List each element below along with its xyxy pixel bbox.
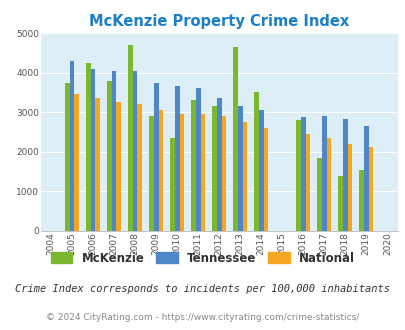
Bar [179,114,184,231]
Bar [149,116,153,231]
Bar [132,71,137,231]
Bar [158,110,163,231]
Bar [233,47,237,231]
Bar [107,81,111,231]
Legend: McKenzie, Tennessee, National: McKenzie, Tennessee, National [46,247,359,269]
Bar [65,82,70,231]
Bar [137,104,142,231]
Bar [347,144,352,231]
Bar [296,120,300,231]
Text: Crime Index corresponds to incidents per 100,000 inhabitants: Crime Index corresponds to incidents per… [15,284,390,294]
Bar [221,116,226,231]
Bar [326,138,330,231]
Bar [70,61,74,231]
Bar [91,69,95,231]
Bar [74,94,79,231]
Text: © 2024 CityRating.com - https://www.cityrating.com/crime-statistics/: © 2024 CityRating.com - https://www.city… [46,313,359,322]
Bar [368,147,372,231]
Bar [242,122,247,231]
Bar [258,110,263,231]
Bar [111,71,116,231]
Bar [342,119,347,231]
Bar [191,100,196,231]
Bar [317,158,321,231]
Bar [338,176,342,231]
Title: McKenzie Property Crime Index: McKenzie Property Crime Index [89,14,349,29]
Bar [212,106,216,231]
Bar [95,98,100,231]
Bar [170,138,175,231]
Bar [363,126,368,231]
Bar [358,170,363,231]
Bar [116,102,121,231]
Bar [300,117,305,231]
Bar [86,63,91,231]
Bar [128,45,132,231]
Bar [305,134,309,231]
Bar [216,98,221,231]
Bar [175,86,179,231]
Bar [200,114,205,231]
Bar [153,82,158,231]
Bar [263,128,268,231]
Bar [321,116,326,231]
Bar [237,106,242,231]
Bar [254,92,258,231]
Bar [196,88,200,231]
